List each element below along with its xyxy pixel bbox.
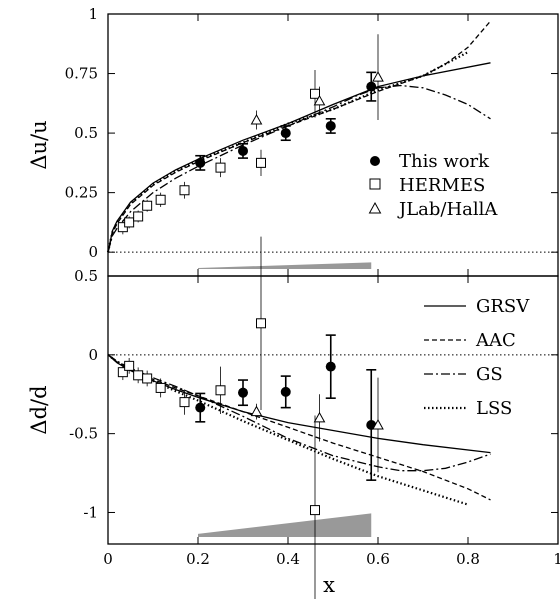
bottom-legend: GRSV AAC GS LSS	[424, 296, 530, 419]
top-y-axis-title: Δu/u	[27, 120, 51, 169]
bottom-point-hermes	[310, 505, 320, 516]
bottom-point-hermes	[155, 382, 166, 393]
bottom-point-hermes	[142, 373, 153, 384]
legend-hermes-label: HERMES	[399, 175, 485, 196]
legend-this-work-marker	[370, 156, 380, 166]
top-y-tick-label: 0.5	[74, 124, 98, 142]
x-tick-label: 0.8	[456, 550, 480, 568]
bottom-y-tick-label: -1	[83, 503, 98, 521]
top-point-hermes	[179, 185, 190, 196]
top-y-tick-label: 1	[88, 5, 98, 23]
x-tick-label: 0.4	[276, 550, 300, 568]
top-legend: This work HERMES JLab/HallA	[368, 151, 498, 220]
legend-lss-label: LSS	[476, 398, 512, 419]
top-point-hermes	[133, 211, 144, 222]
legend-aac-label: AAC	[475, 330, 516, 351]
bottom-point-hermes	[124, 360, 135, 371]
top-data-layer: 0 0.25 0.5 0.75 1	[65, 5, 559, 276]
x-tick-label: 0.2	[186, 550, 210, 568]
legend-grsv-label: GRSV	[476, 296, 530, 317]
bottom-systematic-band	[198, 513, 372, 537]
top-point-hermes	[256, 157, 266, 168]
top-point-this-work	[280, 128, 291, 139]
bottom-point-this-work	[238, 387, 248, 398]
legend-gs-label: GS	[476, 364, 503, 385]
top-plot-frame	[107, 13, 559, 277]
top-y-tick-label: 0.75	[65, 65, 98, 83]
legend-this-work-label: This work	[399, 151, 490, 172]
bottom-y-tick-label: -0.5	[69, 425, 98, 443]
bottom-point-this-work	[195, 402, 206, 413]
legend-jlab-label: JLab/HallA	[397, 199, 498, 220]
top-point-this-work	[195, 157, 206, 168]
bottom-point-this-work	[325, 361, 336, 372]
bottom-y-axis-title: Δd/d	[27, 385, 51, 434]
bottom-point-hermes	[117, 367, 128, 378]
legend-hermes-marker	[369, 178, 381, 190]
bottom-curve-dashed	[107, 354, 491, 501]
bottom-point-hermes	[133, 370, 144, 381]
bottom-curve-dotted	[107, 353, 469, 506]
top-point-hermes	[142, 200, 153, 211]
x-tick-label: 0	[103, 550, 113, 568]
top-point-hermes	[310, 88, 320, 99]
top-panel: Δu/u 0 0.25 0.5 0.75 1 This work HERMES JLab…	[27, 5, 559, 277]
top-point-this-work	[325, 120, 336, 131]
top-point-jlab	[250, 113, 263, 125]
top-point-this-work	[238, 145, 248, 156]
bottom-y-tick-label: 0.5	[74, 267, 98, 285]
legend-jlab-marker	[368, 201, 382, 214]
bottom-point-jlab	[250, 405, 263, 417]
top-y-tick-label: 0.25	[65, 184, 98, 202]
bottom-point-hermes	[256, 318, 266, 329]
bottom-panel: Δd/d x -1 -0.5 0 0.5 0 0.2 0.4 0.6 0.8 1 GRSV AAC…	[27, 236, 560, 599]
top-point-jlab	[313, 94, 326, 106]
top-point-jlab	[372, 71, 384, 82]
bottom-y-tick-label: 0	[88, 346, 98, 364]
bottom-curve-solid	[107, 354, 491, 454]
bottom-point-jlab	[313, 411, 326, 423]
top-point-hermes	[155, 194, 166, 205]
bottom-point-hermes	[179, 397, 190, 408]
bottom-data-layer: -1 -0.5 0 0.5 0 0.2 0.4 0.6 0.8 1	[69, 236, 560, 599]
top-point-this-work	[366, 81, 377, 92]
x-tick-label: 1	[553, 550, 560, 568]
top-y-tick-label: 0	[88, 243, 98, 261]
bottom-curve-dash-dot	[107, 354, 491, 472]
bottom-point-jlab	[372, 418, 384, 430]
top-systematic-band	[198, 262, 372, 269]
x-axis-title: x	[323, 573, 335, 597]
bottom-plot-frame	[107, 275, 559, 545]
top-point-hermes	[124, 217, 135, 228]
bottom-point-hermes	[215, 385, 226, 396]
x-tick-label: 0.6	[366, 550, 390, 568]
top-point-hermes	[215, 162, 226, 173]
bottom-point-this-work	[280, 386, 291, 397]
